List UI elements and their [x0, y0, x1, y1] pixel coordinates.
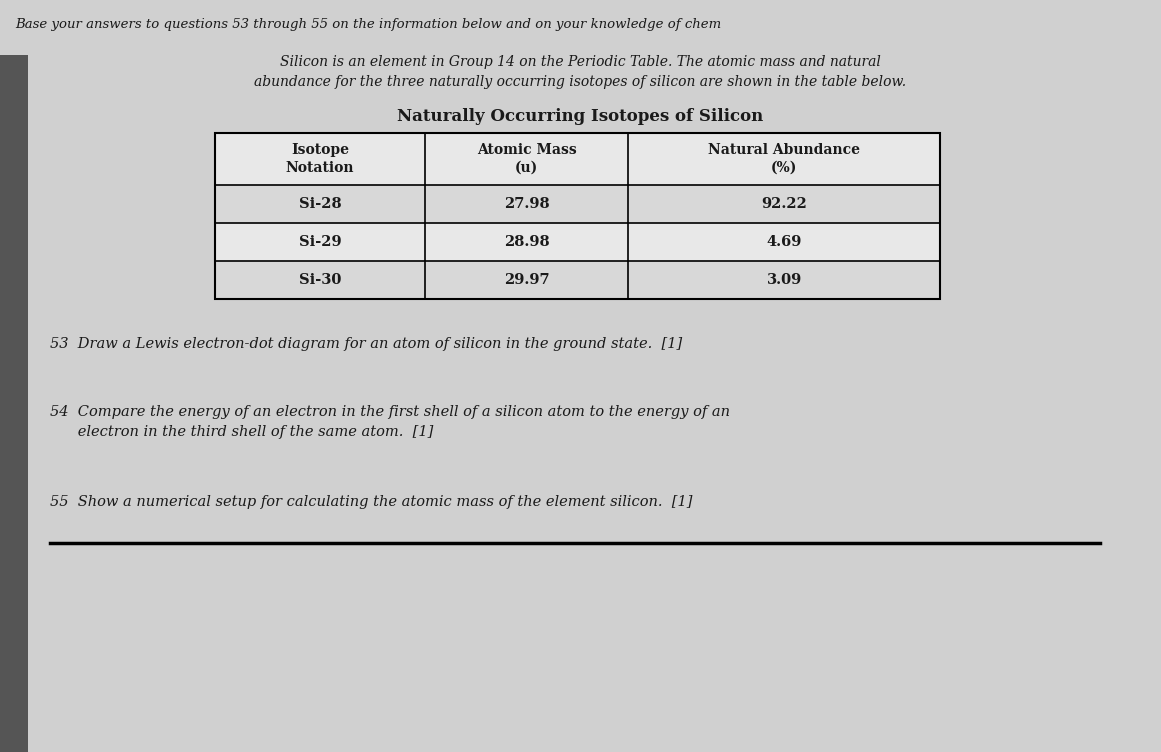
Text: Isotope: Isotope [291, 143, 349, 157]
Text: Si-28: Si-28 [298, 197, 341, 211]
Text: Silicon is an element in Group 14 on the Periodic Table. The atomic mass and nat: Silicon is an element in Group 14 on the… [280, 55, 880, 69]
Bar [215, 133, 940, 299]
Text: Base your answers to questions 53 through 55 on the information below and on you: Base your answers to questions 53 throug… [15, 18, 721, 31]
Text: Si-30: Si-30 [298, 273, 341, 287]
Text: 54  Compare the energy of an electron in the first shell of a silicon atom to th: 54 Compare the energy of an electron in … [50, 405, 730, 419]
Text: (%): (%) [771, 161, 798, 175]
Text: 29.97: 29.97 [504, 273, 549, 287]
Bar [215, 223, 940, 261]
Text: 28.98: 28.98 [504, 235, 549, 249]
Bar [215, 261, 940, 299]
Text: Si-29: Si-29 [298, 235, 341, 249]
Text: 4.69: 4.69 [766, 235, 802, 249]
Text: Natural Abundance: Natural Abundance [708, 143, 860, 157]
Text: 55  Show a numerical setup for calculating the atomic mass of the element silico: 55 Show a numerical setup for calculatin… [50, 495, 692, 509]
Text: abundance for the three naturally occurring isotopes of silicon are shown in the: abundance for the three naturally occurr… [254, 75, 906, 89]
Text: Notation: Notation [286, 161, 354, 175]
Text: (u): (u) [515, 161, 539, 175]
Text: electron in the third shell of the same atom.  [1]: electron in the third shell of the same … [50, 425, 433, 439]
Text: Naturally Occurring Isotopes of Silicon: Naturally Occurring Isotopes of Silicon [397, 108, 763, 125]
Bar [215, 185, 940, 223]
Text: 53  Draw a Lewis electron-dot diagram for an atom of silicon in the ground state: 53 Draw a Lewis electron-dot diagram for… [50, 337, 683, 351]
Text: 92.22: 92.22 [762, 197, 807, 211]
Text: 27.98: 27.98 [504, 197, 549, 211]
Text: 3.09: 3.09 [766, 273, 802, 287]
Bar [215, 133, 940, 185]
Text: Atomic Mass: Atomic Mass [477, 143, 577, 157]
Bar [0, 55, 28, 752]
